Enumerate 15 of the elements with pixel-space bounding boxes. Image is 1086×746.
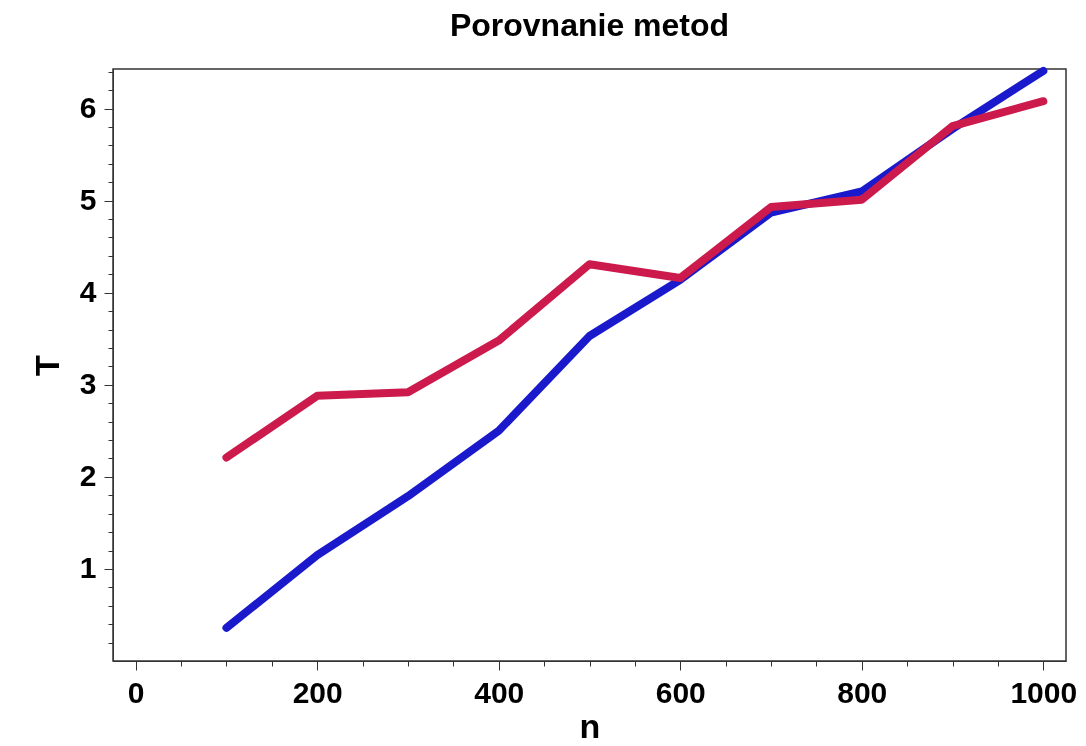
chart-title: Porovnanie metod — [449, 6, 730, 43]
y-tick-label: 5 — [79, 183, 97, 217]
x-tick-label: 0 — [127, 675, 145, 709]
x-tick-label: 600 — [655, 675, 706, 709]
y-tick-label: 3 — [79, 367, 97, 401]
x-tick-label: 800 — [837, 675, 888, 709]
x-axis-title: n — [579, 706, 601, 745]
y-tick-label: 6 — [79, 91, 97, 125]
y-axis-title: T — [27, 354, 66, 376]
x-tick-label: 200 — [292, 675, 343, 709]
x-tick-label: 1000 — [1010, 675, 1078, 709]
y-tick-label: 2 — [79, 459, 97, 493]
y-tick-label: 4 — [79, 275, 97, 309]
y-tick-label: 1 — [79, 551, 97, 585]
x-tick-label: 400 — [474, 675, 525, 709]
